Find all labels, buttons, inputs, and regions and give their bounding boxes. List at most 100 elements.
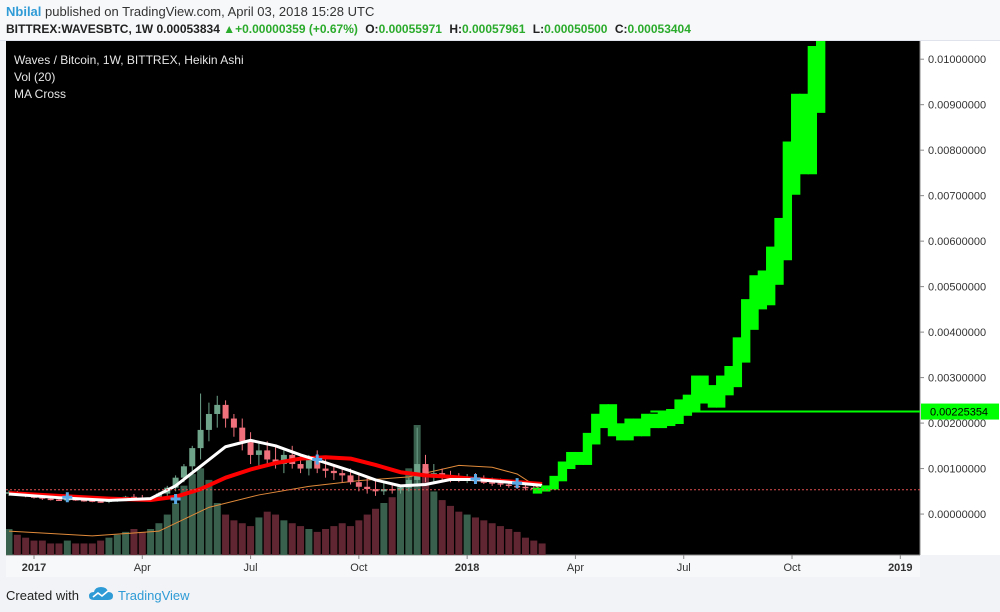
volume-bar	[113, 534, 121, 555]
volume-bar	[88, 543, 96, 555]
volume-bar	[338, 523, 346, 555]
projection-bar	[582, 432, 593, 465]
volume-bar	[47, 543, 55, 555]
candle-body	[205, 413, 212, 430]
publish-text: published on TradingView.com, April 03, …	[45, 4, 375, 19]
low-label: L:	[532, 22, 545, 36]
high-label: H:	[449, 22, 462, 36]
projection-bar	[657, 411, 668, 429]
author-link[interactable]: Nbilal	[6, 4, 42, 19]
projection-bar	[632, 418, 643, 437]
volume-bar	[372, 508, 380, 555]
projection-bar	[666, 408, 676, 427]
volume-bar	[313, 531, 321, 555]
y-tick-label: 0.00500000	[928, 282, 986, 294]
projection-bar	[591, 413, 601, 445]
volume-bar	[205, 479, 213, 555]
ma-cross-marker	[470, 474, 481, 485]
candle-body	[47, 498, 54, 501]
volume-bar	[380, 503, 388, 555]
projection-bar	[599, 404, 609, 429]
x-tick-label: 2019	[888, 562, 912, 574]
volume-bar	[63, 540, 71, 555]
projection-bar	[699, 375, 709, 404]
price-axis[interactable]	[920, 41, 1000, 555]
candle-body	[6, 492, 12, 494]
projection-bar	[566, 451, 576, 470]
y-tick-label: 0.00000000	[928, 509, 986, 521]
volume-bar	[530, 540, 538, 555]
x-tick-label: Oct	[783, 562, 800, 574]
volume-bar	[213, 503, 221, 555]
volume-bar	[505, 529, 513, 555]
candle-body	[322, 468, 329, 471]
tradingview-cloud-icon[interactable]	[88, 586, 114, 602]
candle-body	[489, 482, 496, 484]
volume-bar	[130, 529, 138, 555]
candle-body	[480, 481, 487, 483]
volume-bar	[172, 503, 180, 555]
price-chart[interactable]: 0.00225354 0.01000000 0.00900000 0.0080000…	[6, 41, 1000, 577]
volume-bar	[521, 537, 529, 555]
volume-bar	[305, 529, 313, 555]
candle-body	[247, 441, 254, 455]
open-value: 0.00055971	[378, 22, 442, 36]
candle-body	[414, 464, 421, 480]
candle-body	[397, 487, 404, 491]
change-up-icon: ▲	[223, 22, 236, 36]
candle-body	[239, 427, 246, 442]
volume-bar	[471, 517, 479, 555]
projection-bar	[807, 46, 818, 175]
volume-ma-line	[8, 464, 543, 537]
candle-body	[364, 486, 371, 490]
low-value: 0.00050500	[544, 22, 608, 36]
volume-bar	[105, 537, 113, 555]
open-label: O:	[365, 22, 379, 36]
time-axis[interactable]	[6, 555, 920, 577]
candle-body	[55, 499, 62, 502]
volume-bar	[22, 537, 30, 555]
created-with-text: Created with	[6, 588, 79, 603]
candle-body	[97, 501, 104, 503]
volume-bar	[480, 520, 488, 555]
x-tick-label: Apr	[567, 562, 584, 574]
candle-body	[39, 497, 46, 499]
level-price-tag	[921, 403, 999, 420]
ma-cross-marker	[512, 478, 523, 489]
projection-bar	[757, 270, 768, 310]
volume-bar	[6, 529, 13, 555]
volume-bar	[422, 468, 429, 555]
footer: Created with TradingView	[0, 578, 1000, 612]
volume-bar	[330, 526, 338, 555]
projection-bar	[791, 93, 801, 195]
projection-bar	[716, 375, 726, 408]
projection-bar	[616, 423, 626, 441]
volume-bar	[272, 514, 280, 555]
volume-bar	[430, 491, 438, 555]
projection-bar	[607, 404, 618, 437]
projection-bar	[541, 485, 551, 492]
tradingview-link[interactable]: TradingView	[118, 588, 190, 603]
level-price-label: 0.00225354	[930, 407, 988, 419]
projection-bar	[649, 413, 659, 429]
volume-bar	[280, 520, 288, 555]
volume-bar	[38, 540, 46, 555]
y-tick-label: 0.00900000	[928, 100, 986, 112]
volume-bar	[230, 520, 238, 555]
volume-bar	[513, 531, 521, 555]
volume-bar	[163, 514, 171, 555]
x-tick-label: Apr	[134, 562, 151, 574]
volume-bar	[13, 534, 21, 555]
candle-body	[197, 429, 204, 449]
volume-bar	[247, 526, 255, 555]
chart-area[interactable]: 0.00225354 0.01000000 0.00900000 0.0080000…	[6, 41, 1000, 577]
projection-bar	[549, 475, 559, 490]
projection-bar	[532, 487, 543, 494]
publish-info: Nbilal published on TradingView.com, Apr…	[6, 4, 374, 19]
candle-body	[80, 499, 87, 502]
x-tick-label: 2018	[455, 562, 479, 574]
y-tick-label: 0.00100000	[928, 464, 986, 476]
volume-bar	[180, 485, 188, 555]
candle-body	[405, 479, 412, 488]
projection-bar	[766, 246, 776, 306]
